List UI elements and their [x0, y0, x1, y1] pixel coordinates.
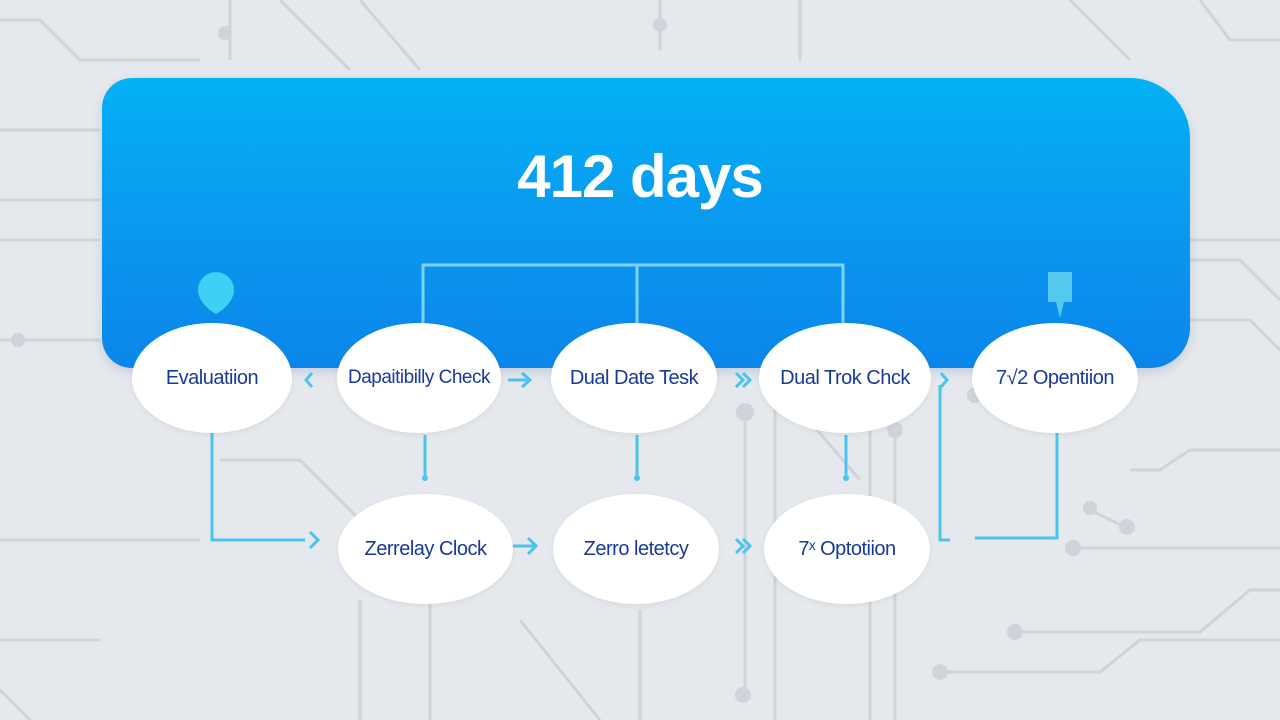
node-label: 7ˣ Optotiion: [798, 537, 896, 560]
node-opention[interactable]: 7√2 Opentiion: [972, 323, 1138, 433]
node-label: Dual Trok Chck: [780, 366, 910, 389]
node-zerrelay-clock[interactable]: Zerrelay Clock: [338, 494, 513, 604]
node-label: 7√2 Opentiion: [996, 366, 1114, 389]
page-title: 412 days: [517, 143, 764, 210]
node-label: Zerro letetcy: [583, 537, 689, 560]
node-label: Zerrelay Clock: [364, 537, 487, 560]
node-dual-track-check[interactable]: Dual Trok Chck: [759, 323, 931, 433]
node-optotion[interactable]: 7ˣ Optotiion: [764, 494, 930, 604]
node-label: Evaluatiion: [165, 366, 259, 389]
node-label: Dual Date Tesk: [569, 366, 699, 389]
node-dual-date-task[interactable]: Dual Date Tesk: [551, 323, 717, 433]
node-capability-check[interactable]: Dapaitibilly Check: [337, 323, 501, 433]
node-evaluation[interactable]: Evaluatiion: [132, 323, 292, 433]
node-zero-latency[interactable]: Zerro letetcy: [553, 494, 719, 604]
node-label: Dapaitibilly Check: [347, 367, 491, 388]
